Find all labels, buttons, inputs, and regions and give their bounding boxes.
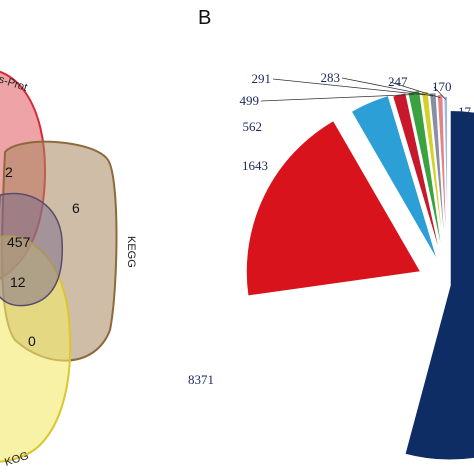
pie-leader-line (260, 94, 415, 102)
pie-leader-line (389, 81, 441, 99)
pie-leader-line (341, 77, 434, 97)
pie-data-label: 562 (243, 119, 263, 134)
pie-data-label: 499 (240, 93, 260, 108)
pie-data-label: 170 (432, 79, 452, 94)
pie-data-label: 247 (388, 74, 408, 89)
pie-slice (403, 109, 474, 461)
pie-slice (406, 89, 445, 264)
pie-leader-line (272, 78, 426, 96)
pie-chart: 8371 1643 562 499 291 283 247 170 17 (188, 70, 474, 461)
venn-diagram: s-Prot KEGG KOG 2 6 457 12 0 (0, 70, 137, 469)
venn-region-value: 2 (5, 164, 13, 180)
venn-region-value: 457 (7, 234, 31, 250)
pie-leader-line (433, 86, 447, 100)
pie-slice (442, 95, 449, 272)
venn-label-kegg: KEGG (125, 236, 137, 268)
venn-set-inner (0, 192, 64, 307)
pie-data-label: 283 (321, 70, 341, 85)
venn-region-value: 0 (28, 333, 36, 349)
pie-data-label: 1643 (242, 158, 268, 173)
panel-label-b: B (198, 7, 211, 29)
venn-region-value: 12 (10, 274, 26, 290)
pie-slice (436, 93, 449, 270)
pie-data-label: 8371 (188, 372, 214, 387)
pie-data-label: 291 (252, 71, 272, 86)
venn-region-value: 6 (72, 200, 80, 216)
pie-data-label: 17 (458, 104, 472, 119)
pie-slice (245, 119, 423, 298)
pie-slice (428, 91, 448, 268)
